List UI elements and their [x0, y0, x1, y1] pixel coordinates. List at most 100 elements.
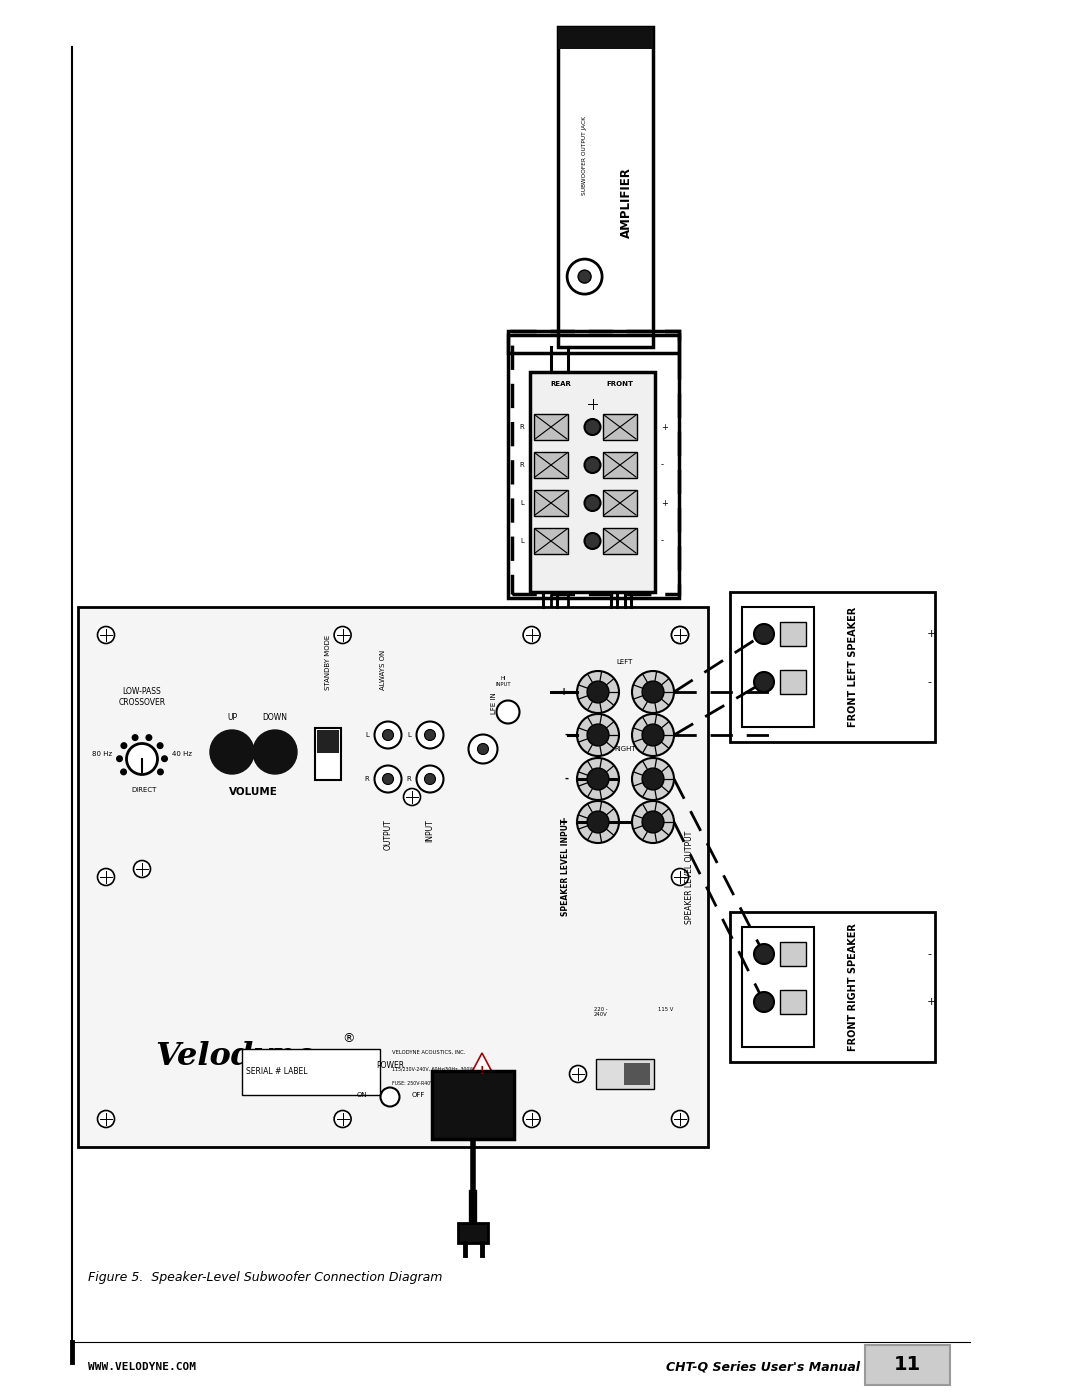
Text: FUSE: 250V-R40V, T8AL/250V: FUSE: 250V-R40V, T8AL/250V	[392, 1080, 462, 1085]
Circle shape	[382, 774, 393, 785]
Text: 40 Hz: 40 Hz	[172, 752, 192, 757]
Text: LFE IN: LFE IN	[491, 693, 497, 714]
Bar	[534, 528, 568, 555]
Text: VELODYNE ACOUSTICS, INC.: VELODYNE ACOUSTICS, INC.	[392, 1049, 465, 1055]
Circle shape	[162, 756, 167, 761]
Circle shape	[417, 766, 444, 792]
Circle shape	[577, 800, 619, 842]
Text: FRONT RIGHT SPEAKER: FRONT RIGHT SPEAKER	[848, 923, 858, 1051]
Text: DOWN: DOWN	[262, 712, 287, 722]
Bar	[508, 335, 679, 598]
Text: SERIAL # LABEL: SERIAL # LABEL	[246, 1067, 308, 1077]
Text: OUTPUT: OUTPUT	[383, 819, 392, 849]
Text: 115/230V-240V, 60Hz/50Hz, 300W: 115/230V-240V, 60Hz/50Hz, 300W	[392, 1066, 474, 1071]
Circle shape	[672, 1111, 689, 1127]
Circle shape	[588, 812, 609, 833]
Circle shape	[134, 861, 150, 877]
Circle shape	[523, 626, 540, 644]
Circle shape	[253, 731, 297, 774]
Text: L: L	[521, 538, 524, 543]
Text: ALWAYS ON: ALWAYS ON	[380, 650, 386, 690]
Circle shape	[375, 766, 402, 792]
Text: R: R	[519, 425, 524, 430]
Circle shape	[567, 258, 603, 295]
Text: -: -	[927, 678, 931, 687]
Circle shape	[121, 743, 126, 749]
Text: +: +	[927, 629, 936, 638]
Circle shape	[97, 1111, 114, 1127]
Bar	[780, 671, 806, 694]
Circle shape	[577, 671, 619, 712]
Text: +: +	[559, 687, 568, 697]
Circle shape	[578, 270, 591, 284]
Circle shape	[97, 626, 114, 644]
Circle shape	[588, 724, 609, 746]
Text: UP: UP	[227, 712, 238, 722]
Text: +: +	[559, 817, 568, 827]
Circle shape	[117, 756, 122, 761]
Text: R: R	[406, 775, 411, 782]
Circle shape	[146, 735, 151, 740]
Bar	[78, 608, 708, 1147]
Circle shape	[632, 759, 674, 800]
Text: REAR: REAR	[551, 381, 571, 387]
Bar	[742, 928, 814, 1046]
Circle shape	[672, 626, 689, 644]
Circle shape	[672, 869, 689, 886]
Text: -: -	[661, 461, 664, 469]
Text: 115 V: 115 V	[658, 1007, 673, 1011]
Bar	[242, 1049, 380, 1095]
Circle shape	[97, 869, 114, 886]
Circle shape	[585, 397, 599, 411]
Text: LEFT: LEFT	[617, 659, 633, 665]
Circle shape	[632, 800, 674, 842]
Circle shape	[375, 721, 402, 749]
Circle shape	[584, 457, 600, 474]
FancyBboxPatch shape	[865, 1345, 950, 1384]
Bar	[458, 1222, 488, 1243]
Bar	[508, 331, 679, 353]
Text: CHT-Q Series User's Manual: CHT-Q Series User's Manual	[666, 1361, 860, 1373]
Text: Velodyne: Velodyne	[156, 1042, 315, 1073]
Circle shape	[469, 735, 498, 764]
Text: POWER: POWER	[376, 1060, 404, 1070]
Text: LOW-PASS
CROSSOVER: LOW-PASS CROSSOVER	[119, 687, 165, 707]
Text: AMPLIFIER: AMPLIFIER	[620, 168, 633, 239]
Text: HI
INPUT: HI INPUT	[496, 676, 511, 687]
Circle shape	[126, 743, 158, 774]
Circle shape	[632, 714, 674, 756]
Text: ON: ON	[356, 1092, 367, 1098]
Bar	[742, 608, 814, 726]
Circle shape	[643, 812, 664, 833]
Circle shape	[672, 626, 689, 644]
Bar	[530, 372, 654, 592]
Polygon shape	[465, 1053, 499, 1085]
Bar	[315, 728, 341, 780]
Circle shape	[380, 1087, 400, 1106]
Text: VOLUME: VOLUME	[229, 787, 278, 798]
Circle shape	[754, 992, 774, 1011]
Circle shape	[334, 1111, 351, 1127]
Text: -: -	[661, 536, 664, 545]
Text: +: +	[661, 499, 667, 507]
Bar	[432, 1071, 514, 1139]
Text: STANDBY MODE: STANDBY MODE	[325, 634, 330, 690]
Text: R: R	[519, 462, 524, 468]
Text: L: L	[365, 732, 369, 738]
Circle shape	[577, 714, 619, 756]
Circle shape	[121, 770, 126, 775]
Text: -: -	[927, 949, 931, 958]
Circle shape	[158, 770, 163, 775]
Bar	[730, 592, 935, 742]
Circle shape	[404, 788, 420, 806]
Bar	[596, 1059, 654, 1090]
Circle shape	[643, 682, 664, 703]
Bar	[603, 528, 637, 555]
Circle shape	[523, 1111, 540, 1127]
Text: ®: ®	[342, 1032, 354, 1045]
Bar	[534, 453, 568, 478]
Circle shape	[424, 774, 435, 785]
Circle shape	[754, 624, 774, 644]
Bar	[780, 622, 806, 645]
Bar	[318, 731, 339, 753]
